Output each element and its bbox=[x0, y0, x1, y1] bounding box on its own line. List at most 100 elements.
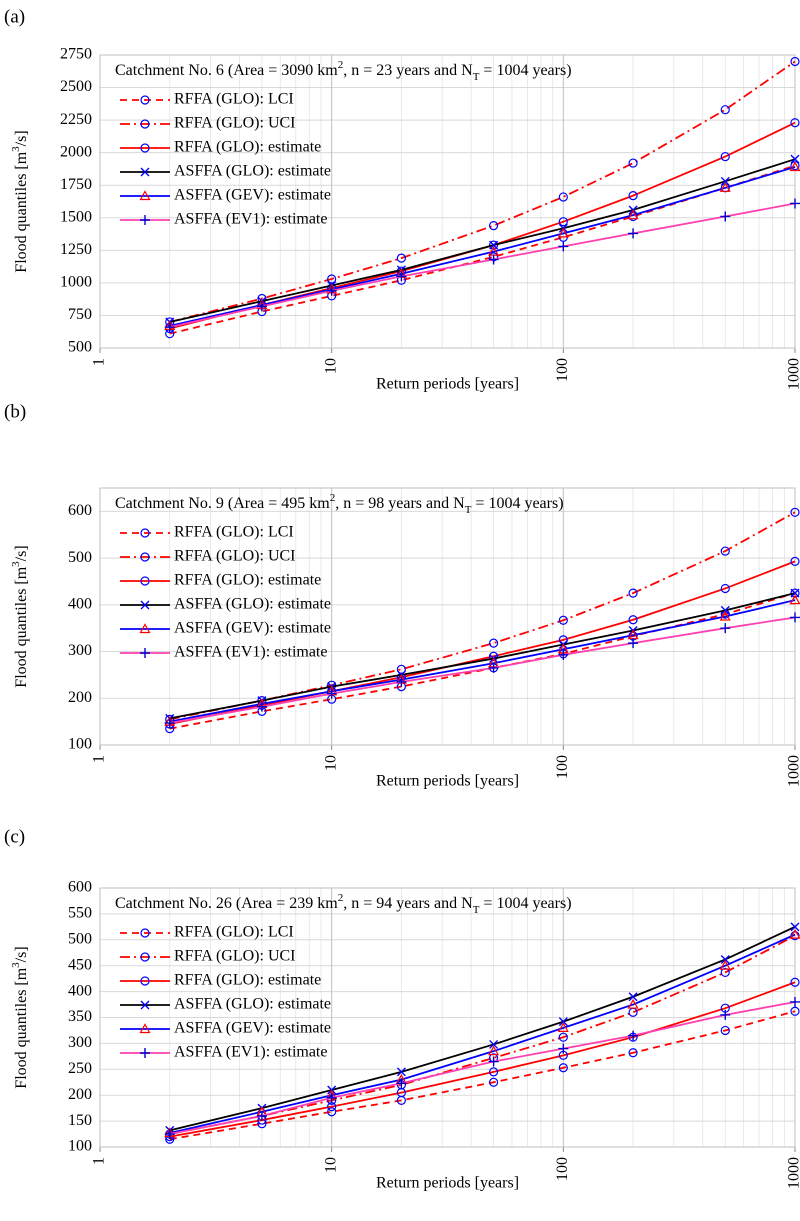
marker bbox=[489, 240, 499, 250]
y-tick-label: 2500 bbox=[60, 78, 92, 95]
y-tick-label: 2250 bbox=[60, 111, 92, 128]
marker bbox=[140, 119, 150, 129]
marker bbox=[790, 588, 800, 598]
marker bbox=[558, 217, 568, 227]
annotation-part: T bbox=[473, 904, 480, 916]
x-tick-label: 10 bbox=[322, 755, 339, 771]
panel: (b) 100 200 300 400 500 600 1 10 100 1000 Return pe… bbox=[4, 401, 800, 790]
annotation-part: , n = 94 years and N bbox=[343, 895, 473, 912]
legend-label: RFFA (GLO): LCI bbox=[174, 924, 294, 941]
marker bbox=[326, 688, 337, 699]
marker bbox=[790, 556, 800, 566]
x-tick-label: 1000 bbox=[786, 755, 800, 787]
marker bbox=[628, 615, 638, 625]
marker bbox=[790, 996, 800, 1007]
marker bbox=[139, 190, 151, 201]
marker bbox=[790, 198, 800, 209]
annotation-part: , n = 98 years and N bbox=[335, 495, 465, 512]
legend-label: RFFA (GLO): UCI bbox=[174, 548, 296, 565]
y-axis-label-part: Flood quantiles [m bbox=[13, 566, 30, 687]
x-axis-label: Return periods [years] bbox=[376, 376, 519, 393]
panel: (a) 500 750 1000 1250 1500 1750 2000 2250 2500 275… bbox=[4, 6, 800, 393]
marker bbox=[628, 1030, 639, 1041]
y-tick-label: 600 bbox=[68, 879, 92, 896]
marker bbox=[558, 241, 569, 252]
annotation: Catchment No. 6 (Area = 3090 km2, n = 23… bbox=[115, 59, 572, 83]
marker bbox=[720, 176, 730, 186]
marker bbox=[557, 227, 569, 238]
marker bbox=[140, 976, 150, 986]
annotation-part: = 1004 years) bbox=[479, 895, 571, 912]
marker bbox=[396, 1067, 406, 1077]
marker bbox=[488, 662, 499, 673]
y-tick-label: 500 bbox=[68, 930, 92, 947]
marker bbox=[558, 1043, 569, 1054]
annotation-part: 2 bbox=[330, 492, 336, 504]
marker bbox=[719, 959, 731, 970]
legend-label: RFFA (GLO): UCI bbox=[174, 115, 296, 132]
marker bbox=[140, 167, 150, 177]
y-tick-label: 250 bbox=[68, 1060, 92, 1077]
y-tick-label: 300 bbox=[68, 642, 92, 659]
marker bbox=[140, 95, 150, 105]
panel-label: (b) bbox=[4, 401, 26, 422]
y-tick-label: 200 bbox=[68, 689, 92, 706]
marker bbox=[720, 1025, 730, 1036]
y-tick-label: 400 bbox=[68, 982, 92, 999]
marker bbox=[327, 274, 337, 284]
marker bbox=[396, 271, 407, 282]
x-tick-label: 10 bbox=[322, 358, 339, 374]
marker bbox=[790, 977, 800, 987]
legend-label: ASFFA (EV1): estimate bbox=[174, 1044, 327, 1061]
y-axis-label-part: 3 bbox=[10, 561, 22, 567]
marker bbox=[140, 952, 150, 962]
panel-label: (a) bbox=[4, 6, 25, 27]
annotation-part: 2 bbox=[338, 59, 344, 71]
marker bbox=[628, 228, 639, 239]
x-tick-label: 1 bbox=[91, 358, 108, 366]
marker bbox=[558, 1032, 568, 1042]
legend-label: RFFA (GLO): estimate bbox=[174, 139, 321, 156]
marker bbox=[627, 998, 639, 1009]
marker bbox=[628, 191, 638, 201]
y-tick-label: 300 bbox=[68, 1034, 92, 1051]
marker bbox=[140, 576, 150, 586]
marker bbox=[628, 992, 638, 1002]
marker bbox=[488, 651, 499, 661]
series-line bbox=[169, 158, 796, 323]
annotation: Catchment No. 26 (Area = 239 km2, n = 94… bbox=[115, 892, 572, 916]
marker bbox=[256, 301, 267, 312]
x-tick-label: 100 bbox=[554, 1157, 571, 1181]
panel: (c) 100 150 200 250 300 350 400 450 500 550 600 1 10 1… bbox=[4, 826, 800, 1192]
y-tick-label: 2750 bbox=[60, 46, 92, 63]
marker bbox=[488, 1077, 499, 1087]
y-axis-label-part: 3 bbox=[10, 146, 22, 152]
marker bbox=[396, 676, 407, 687]
series-line bbox=[169, 934, 796, 1135]
marker bbox=[140, 1000, 150, 1010]
annotation: Catchment No. 9 (Area = 495 km2, n = 98 … bbox=[115, 492, 564, 516]
y-tick-label: 750 bbox=[68, 306, 92, 323]
marker bbox=[720, 1009, 731, 1020]
marker bbox=[327, 1107, 337, 1117]
y-tick-label: 200 bbox=[68, 1086, 92, 1103]
y-tick-label: 1000 bbox=[60, 274, 92, 291]
y-tick-label: 450 bbox=[68, 956, 92, 973]
marker bbox=[488, 254, 499, 265]
legend-label: ASFFA (GLO): estimate bbox=[174, 163, 331, 180]
legend-label: RFFA (GLO): estimate bbox=[174, 972, 321, 989]
marker bbox=[488, 1056, 499, 1067]
legend-label: ASFFA (GEV): estimate bbox=[174, 1020, 331, 1037]
legend-label: RFFA (GLO): UCI bbox=[174, 948, 296, 965]
legend-label: ASFFA (GEV): estimate bbox=[174, 187, 331, 204]
y-tick-label: 400 bbox=[68, 595, 92, 612]
marker bbox=[396, 253, 407, 263]
marker bbox=[140, 215, 150, 225]
y-tick-label: 350 bbox=[68, 1008, 92, 1025]
marker bbox=[140, 1048, 150, 1058]
marker bbox=[628, 158, 638, 168]
marker bbox=[488, 1045, 500, 1056]
marker bbox=[140, 600, 150, 610]
y-axis-label: Flood quantiles [m3/s] bbox=[10, 545, 30, 687]
